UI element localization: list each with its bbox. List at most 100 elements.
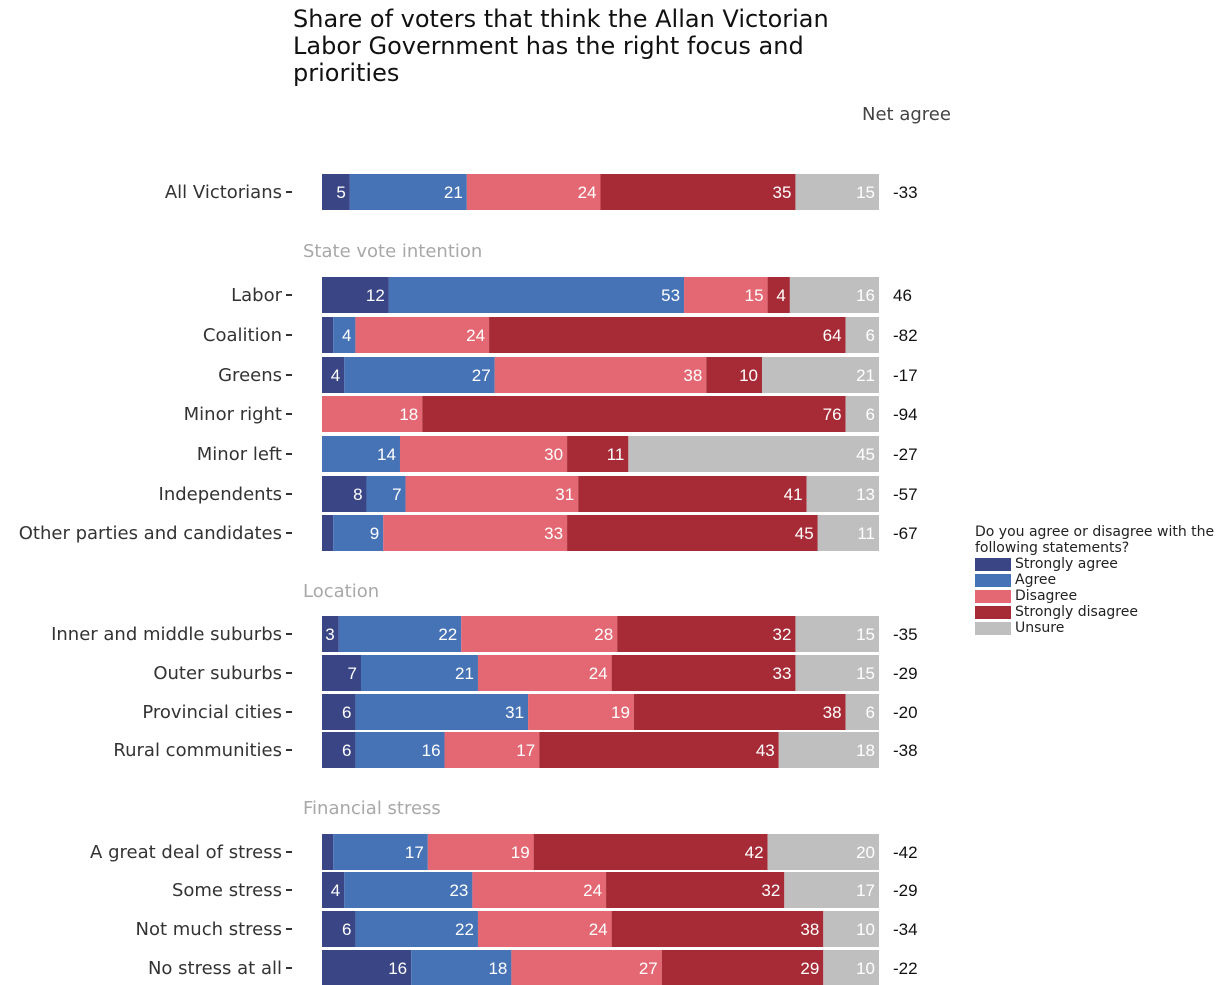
data-label: 24: [578, 183, 597, 202]
bar-segment-agree: [349, 174, 467, 210]
bar-segment-strongly-agree: [322, 872, 345, 908]
legend-swatch: [975, 605, 1011, 619]
bar-segment-unsure: [823, 911, 879, 947]
net-value: -29: [893, 881, 918, 900]
net-value: -29: [893, 664, 918, 683]
net-value: -42: [893, 843, 918, 862]
data-label: 45: [795, 524, 814, 543]
bar-segment-unsure: [762, 357, 879, 393]
net-value: -34: [893, 920, 918, 939]
bar-segment-unsure: [795, 174, 879, 210]
category-label: Other parties and candidates: [19, 523, 282, 544]
data-label: 15: [856, 183, 875, 202]
legend-items: Strongly agree Agree Disagree Strongly disa…: [975, 556, 1230, 636]
data-label: 30: [544, 445, 563, 464]
category-label: Minor right: [184, 404, 282, 425]
data-label: 15: [856, 664, 875, 683]
data-label: 6: [866, 405, 875, 424]
legend-label: Strongly disagree: [1015, 604, 1138, 620]
legend-swatch: [975, 621, 1011, 635]
data-label: 10: [856, 959, 875, 978]
legend-title: Do you agree or disagree with the follow…: [975, 524, 1215, 556]
data-label: 4: [776, 286, 785, 305]
data-label: 18: [399, 405, 418, 424]
bar-segment-disagree: [461, 616, 618, 652]
category-label: Not much stress: [136, 919, 283, 940]
data-label: 19: [611, 703, 630, 722]
bar-segment-strongly-agree: [322, 834, 334, 870]
bar-segment-agree: [355, 694, 529, 730]
data-label: 11: [857, 524, 875, 543]
net-value: -94: [893, 405, 918, 424]
bar-segment-agree: [344, 872, 473, 908]
data-label: 8: [353, 485, 362, 504]
data-label: 27: [639, 959, 658, 978]
legend-item: Strongly agree: [975, 556, 1230, 572]
bar-segment-unsure: [789, 277, 879, 313]
bar-segment-strongly-agree: [322, 277, 389, 313]
data-label: 6: [342, 703, 351, 722]
legend-item: Unsure: [975, 620, 1230, 636]
bar-segment-strongly-agree: [322, 732, 356, 768]
legend-swatch: [975, 589, 1011, 603]
category-label: Provincial cities: [142, 702, 282, 723]
bar-segment-agree: [333, 317, 356, 353]
bar-segment-unsure: [845, 396, 879, 432]
data-label: 32: [761, 881, 780, 900]
bar-segment-strongly-agree: [322, 911, 356, 947]
data-label: 22: [455, 920, 474, 939]
net-value: -67: [893, 524, 918, 543]
category-label: Greens: [218, 365, 282, 386]
bar-segment-strongly-disagree: [539, 732, 779, 768]
bar-segment-disagree: [466, 174, 601, 210]
data-label: 6: [866, 703, 875, 722]
legend-item: Strongly disagree: [975, 604, 1230, 620]
bar-segment-unsure: [795, 616, 879, 652]
bar-segment-disagree: [528, 694, 634, 730]
data-label: 6: [866, 326, 875, 345]
bar-segment-agree: [333, 834, 428, 870]
data-label: 21: [444, 183, 463, 202]
data-label: 6: [342, 920, 351, 939]
bar-segment-agree: [355, 732, 445, 768]
bar-segment-strongly-disagree: [567, 515, 818, 551]
data-label: 31: [555, 485, 574, 504]
data-label: 16: [856, 286, 875, 305]
bar-segment-strongly-agree: [322, 317, 334, 353]
category-label: Minor left: [197, 444, 282, 465]
bar-segment-strongly-disagree: [600, 174, 796, 210]
bar-segment-strongly-disagree: [767, 277, 790, 313]
group-heading: State vote intention: [303, 241, 482, 262]
net-value: -35: [893, 625, 918, 644]
net-value: -22: [893, 959, 918, 978]
net-value: -33: [893, 183, 918, 202]
data-label: 38: [683, 366, 702, 385]
data-label: 33: [544, 524, 563, 543]
data-label: 53: [661, 286, 680, 305]
data-label: 23: [449, 881, 468, 900]
bar-segment-strongly-disagree: [611, 911, 824, 947]
legend-label: Agree: [1015, 572, 1057, 588]
data-label: 24: [583, 881, 602, 900]
bar-segment-strongly-agree: [322, 616, 339, 652]
data-label: 24: [589, 920, 608, 939]
net-value: -82: [893, 326, 918, 345]
bar-segment-strongly-agree: [322, 515, 334, 551]
bar-segment-unsure: [784, 872, 879, 908]
data-label: 35: [773, 183, 792, 202]
bar-segment-disagree: [383, 515, 568, 551]
data-label: 27: [472, 366, 491, 385]
bar-segment-strongly-disagree: [606, 872, 785, 908]
net-value: -17: [893, 366, 918, 385]
bar-segment-strongly-agree: [322, 357, 345, 393]
bar-segment-strongly-disagree: [706, 357, 763, 393]
data-label: 15: [856, 625, 875, 644]
data-label: 15: [745, 286, 764, 305]
data-label: 33: [773, 664, 792, 683]
data-label: 4: [331, 881, 340, 900]
data-label: 4: [331, 366, 340, 385]
bar-segment-disagree: [472, 872, 607, 908]
group-heading: Location: [303, 581, 379, 602]
bar-segment-disagree: [494, 357, 707, 393]
